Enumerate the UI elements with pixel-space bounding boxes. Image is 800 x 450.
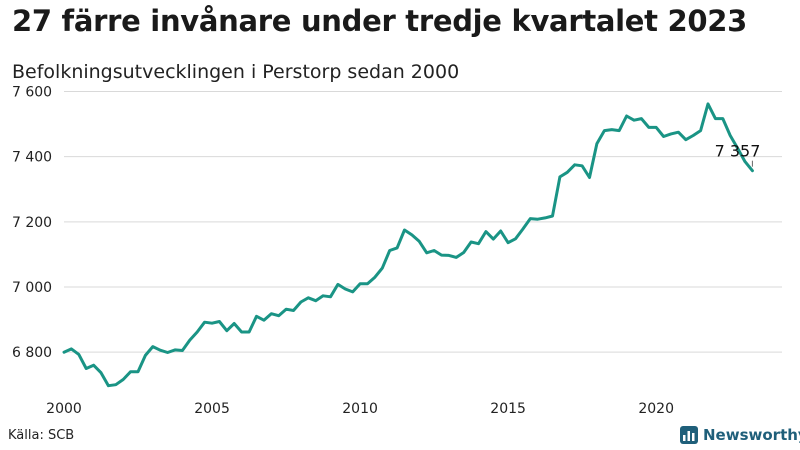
chart-subtitle: Befolkningsutvecklingen i Perstorp sedan… <box>12 61 460 83</box>
x-tick-label: 2010 <box>342 401 378 417</box>
newsworthy-logo: Newsworthy <box>680 426 800 444</box>
bar-chart-logo-icon <box>680 426 698 444</box>
x-tick-label: 2005 <box>194 401 230 417</box>
x-tick-label: 2020 <box>638 401 674 417</box>
x-tick-label: 2000 <box>46 401 82 417</box>
chart-title: 27 färre invånare under tredje kvartalet… <box>12 4 748 38</box>
series-line <box>62 102 754 388</box>
source-label: Källa: SCB <box>8 428 75 443</box>
y-tick-label: 7 000 <box>12 280 52 296</box>
y-tick-label: 7 200 <box>12 215 52 231</box>
brand-name: Newsworthy <box>703 426 800 444</box>
x-tick-label: 2015 <box>490 401 526 417</box>
y-tick-label: 7 400 <box>12 150 52 166</box>
y-tick-label: 7 600 <box>12 85 52 101</box>
end-value-label: 7 357 <box>715 142 761 161</box>
y-tick-label: 6 800 <box>12 345 52 361</box>
